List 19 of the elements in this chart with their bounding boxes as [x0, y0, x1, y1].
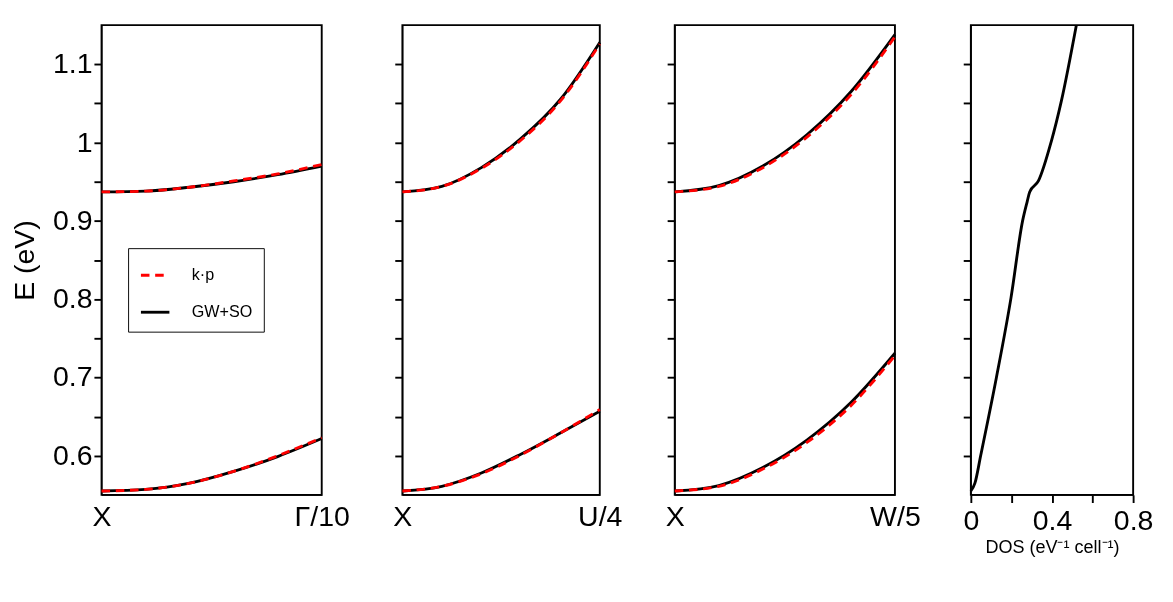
- y-tick-label: 0.7: [52, 360, 93, 393]
- y-tick-label: 1: [76, 125, 93, 158]
- x-tick-label: 0.4: [1032, 503, 1073, 536]
- x-tick-label: W/5: [870, 499, 921, 532]
- x-tick-label: 0.8: [1113, 503, 1154, 536]
- x-tick-label: X: [92, 499, 112, 532]
- x-axis-title: DOS (eV⁻¹ cell⁻¹): [985, 537, 1120, 558]
- x-tick-label: Γ/10: [294, 499, 350, 532]
- y-axis-title: E (eV): [7, 220, 40, 301]
- x-tick-label: U/4: [578, 499, 623, 532]
- y-tick-label: 0.6: [52, 438, 93, 471]
- y-tick-label: 1.1: [52, 47, 93, 80]
- x-tick-label: X: [393, 499, 413, 532]
- y-tick-label: 0.8: [52, 282, 93, 315]
- x-tick-label: 0: [963, 503, 980, 536]
- y-tick-label: 0.9: [52, 203, 93, 236]
- legend-label: k·p: [191, 264, 215, 283]
- x-tick-label: X: [665, 499, 685, 532]
- legend-label: GW+SO: [191, 301, 253, 320]
